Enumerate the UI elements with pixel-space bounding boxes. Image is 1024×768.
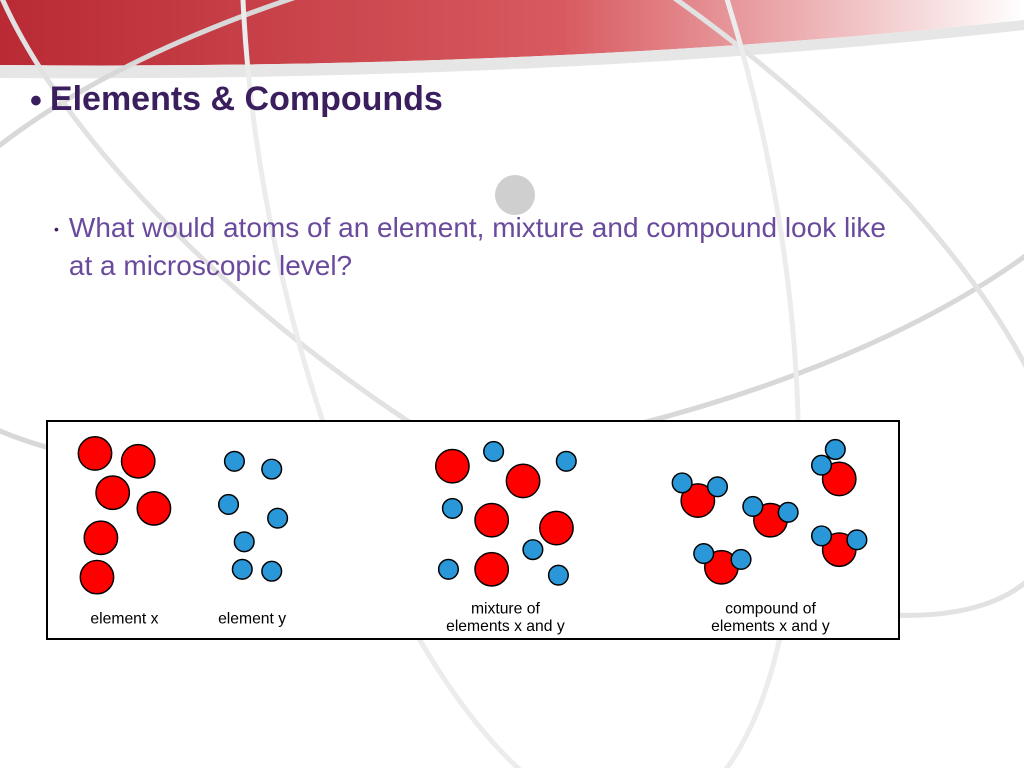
panel-element-x: element x [78,437,170,628]
question-bullet: • [54,221,59,237]
atoms-diagram: element xelement ymixture ofelements x a… [46,420,900,640]
title-row: • Elements & Compounds [30,80,994,119]
svg-text:elements x and y: elements x and y [711,618,830,635]
slide-question: What would atoms of an element, mixture … [69,209,889,285]
svg-text:elements x and y: elements x and y [446,618,565,635]
panel-compound: compound ofelements x and y [672,440,866,635]
panel-element-y: element y [218,451,287,627]
title-bullet: • [30,84,42,118]
panel-mixture: mixture ofelements x and y [436,442,576,635]
atoms-diagram-svg: element xelement ymixture ofelements x a… [48,422,898,638]
question-row: • What would atoms of an element, mixtur… [54,209,994,285]
svg-text:compound of: compound of [725,600,816,617]
svg-text:element x: element x [90,610,158,627]
svg-text:element y: element y [218,610,286,627]
slide-title: Elements & Compounds [50,80,443,119]
svg-text:mixture of: mixture of [471,600,541,617]
